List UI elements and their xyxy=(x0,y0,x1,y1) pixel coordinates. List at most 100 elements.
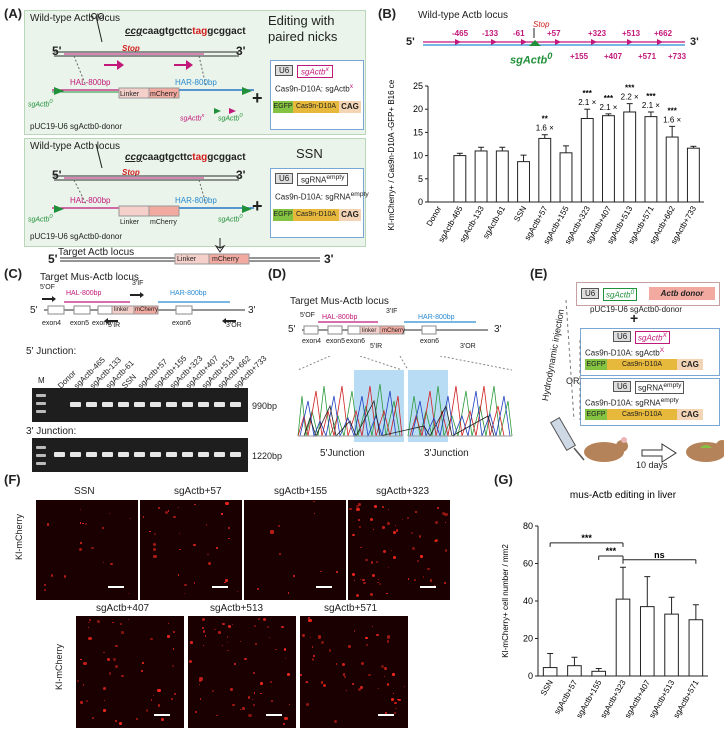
cell-dot xyxy=(90,546,94,550)
cell-dot xyxy=(43,584,46,587)
cell-dot xyxy=(283,723,286,726)
bar xyxy=(474,150,488,203)
scale-bar xyxy=(154,714,170,716)
cell-dot xyxy=(96,619,100,623)
cell-dot xyxy=(43,588,46,591)
cell-dot xyxy=(173,515,177,519)
cell-dot xyxy=(307,616,311,620)
cell-dot xyxy=(356,505,360,508)
scale-bar xyxy=(316,586,332,588)
cell-dot xyxy=(386,640,389,643)
panel-b-site-p57: +57 xyxy=(547,29,561,38)
cell-dot xyxy=(171,697,174,700)
cell-dot xyxy=(365,643,368,646)
cell-dot xyxy=(358,519,361,522)
cell-dot xyxy=(202,630,206,633)
cell-dot xyxy=(216,547,219,549)
panel-a-har-2: HAR-800bp xyxy=(175,196,217,205)
panel-f-ylabel-bottom: KI-mCherry xyxy=(54,643,64,690)
cell-dot xyxy=(253,692,255,694)
cell-dot xyxy=(227,649,229,652)
panel-c-locus-diagram xyxy=(42,292,245,324)
panel-a-three-2: 3' xyxy=(236,168,246,182)
cell-dot xyxy=(408,578,410,580)
gel-band xyxy=(150,402,161,407)
cell-dot xyxy=(198,680,201,683)
fold-change-label: 2.1 × xyxy=(599,103,617,112)
cell-dot xyxy=(192,543,196,547)
cell-dot xyxy=(80,701,83,704)
cell-dot xyxy=(387,566,389,568)
bar xyxy=(559,152,573,203)
cell-dot xyxy=(232,624,234,626)
cell-dot xyxy=(254,624,257,627)
marker-band xyxy=(36,454,46,457)
cell-dot xyxy=(239,708,242,710)
panel-c-size-1220: 1220bp xyxy=(252,451,283,461)
cell-dot xyxy=(83,661,87,666)
cell-dot xyxy=(190,641,193,644)
panel-a-donor-2: pUC19-U6 sgActb0-donor xyxy=(30,232,123,241)
cas9-sgx-label-e: Cas9n-D10A: sgActbX xyxy=(585,347,665,358)
cell-dot xyxy=(352,682,355,685)
y-tick-label: 15 xyxy=(413,127,423,137)
panel-c-junction3-label: 3' Junction: xyxy=(26,426,77,437)
cell-dot xyxy=(194,503,196,506)
cell-dot xyxy=(80,542,83,545)
cell-dot xyxy=(225,579,228,583)
cell-dot xyxy=(358,503,362,507)
cell-dot xyxy=(386,592,388,595)
x-tick-label: SSN xyxy=(512,204,528,223)
cag-box-e: CAG xyxy=(677,359,703,370)
cell-dot xyxy=(313,655,316,658)
cell-dot xyxy=(222,644,224,647)
cell-dot xyxy=(217,630,222,635)
panel-label-d: (D) xyxy=(268,266,287,281)
panel-a-editing-title: Editing with xyxy=(268,13,335,28)
cell-dot xyxy=(248,713,252,718)
panel-a-diagram-1 xyxy=(52,13,254,114)
cell-dot xyxy=(422,576,425,578)
panel-b-locus-title: Wild-type Actb locus xyxy=(418,10,509,21)
bar xyxy=(591,670,607,677)
cas9-box: Cas9n-D10A xyxy=(293,101,339,113)
cell-dot xyxy=(92,716,95,720)
panel-a-donor-1: pUC19-U6 sgActb0-donor xyxy=(30,122,123,131)
micrograph-p155 xyxy=(244,500,346,600)
panel-a-wt-title-2: Wild-type Actb locus xyxy=(30,141,121,152)
cell-dot xyxy=(379,583,382,586)
cell-dot xyxy=(355,594,359,598)
x-tick-label: SSN xyxy=(539,678,555,697)
cell-dot xyxy=(342,673,346,676)
cell-dot xyxy=(281,626,284,629)
cell-dot xyxy=(253,704,256,706)
cell-dot xyxy=(387,508,390,511)
cell-dot xyxy=(372,625,374,627)
gel-band xyxy=(166,402,177,407)
y-tick-label: 5 xyxy=(418,174,423,184)
panel-a-stop-2: Stop xyxy=(122,168,140,177)
panel-c-five: 5' xyxy=(30,305,38,316)
panel-b-site-p733: +733 xyxy=(668,52,687,61)
cell-dot xyxy=(392,530,397,535)
cell-dot xyxy=(357,687,361,691)
bar xyxy=(602,115,615,203)
cell-dot xyxy=(304,682,306,684)
cell-dot xyxy=(394,525,396,527)
cell-dot xyxy=(167,635,170,638)
cell-dot xyxy=(358,526,361,528)
panel-c-three: 3' xyxy=(248,305,256,316)
bar xyxy=(665,136,679,203)
panel-a-target-mcherry: mCherry xyxy=(212,256,239,263)
panel-e-injection-illustration xyxy=(549,299,724,463)
significance-label: *** xyxy=(667,106,677,115)
cell-dot xyxy=(386,635,391,639)
y-tick-label: 0 xyxy=(418,197,423,207)
egfp-box-2: EGFP xyxy=(273,209,293,221)
cell-dot xyxy=(114,720,117,723)
cell-dot xyxy=(110,562,113,566)
cell-dot xyxy=(101,527,104,529)
cell-dot xyxy=(359,686,363,690)
gel-band xyxy=(118,452,129,457)
panel-b-site-p407: +407 xyxy=(604,52,623,61)
